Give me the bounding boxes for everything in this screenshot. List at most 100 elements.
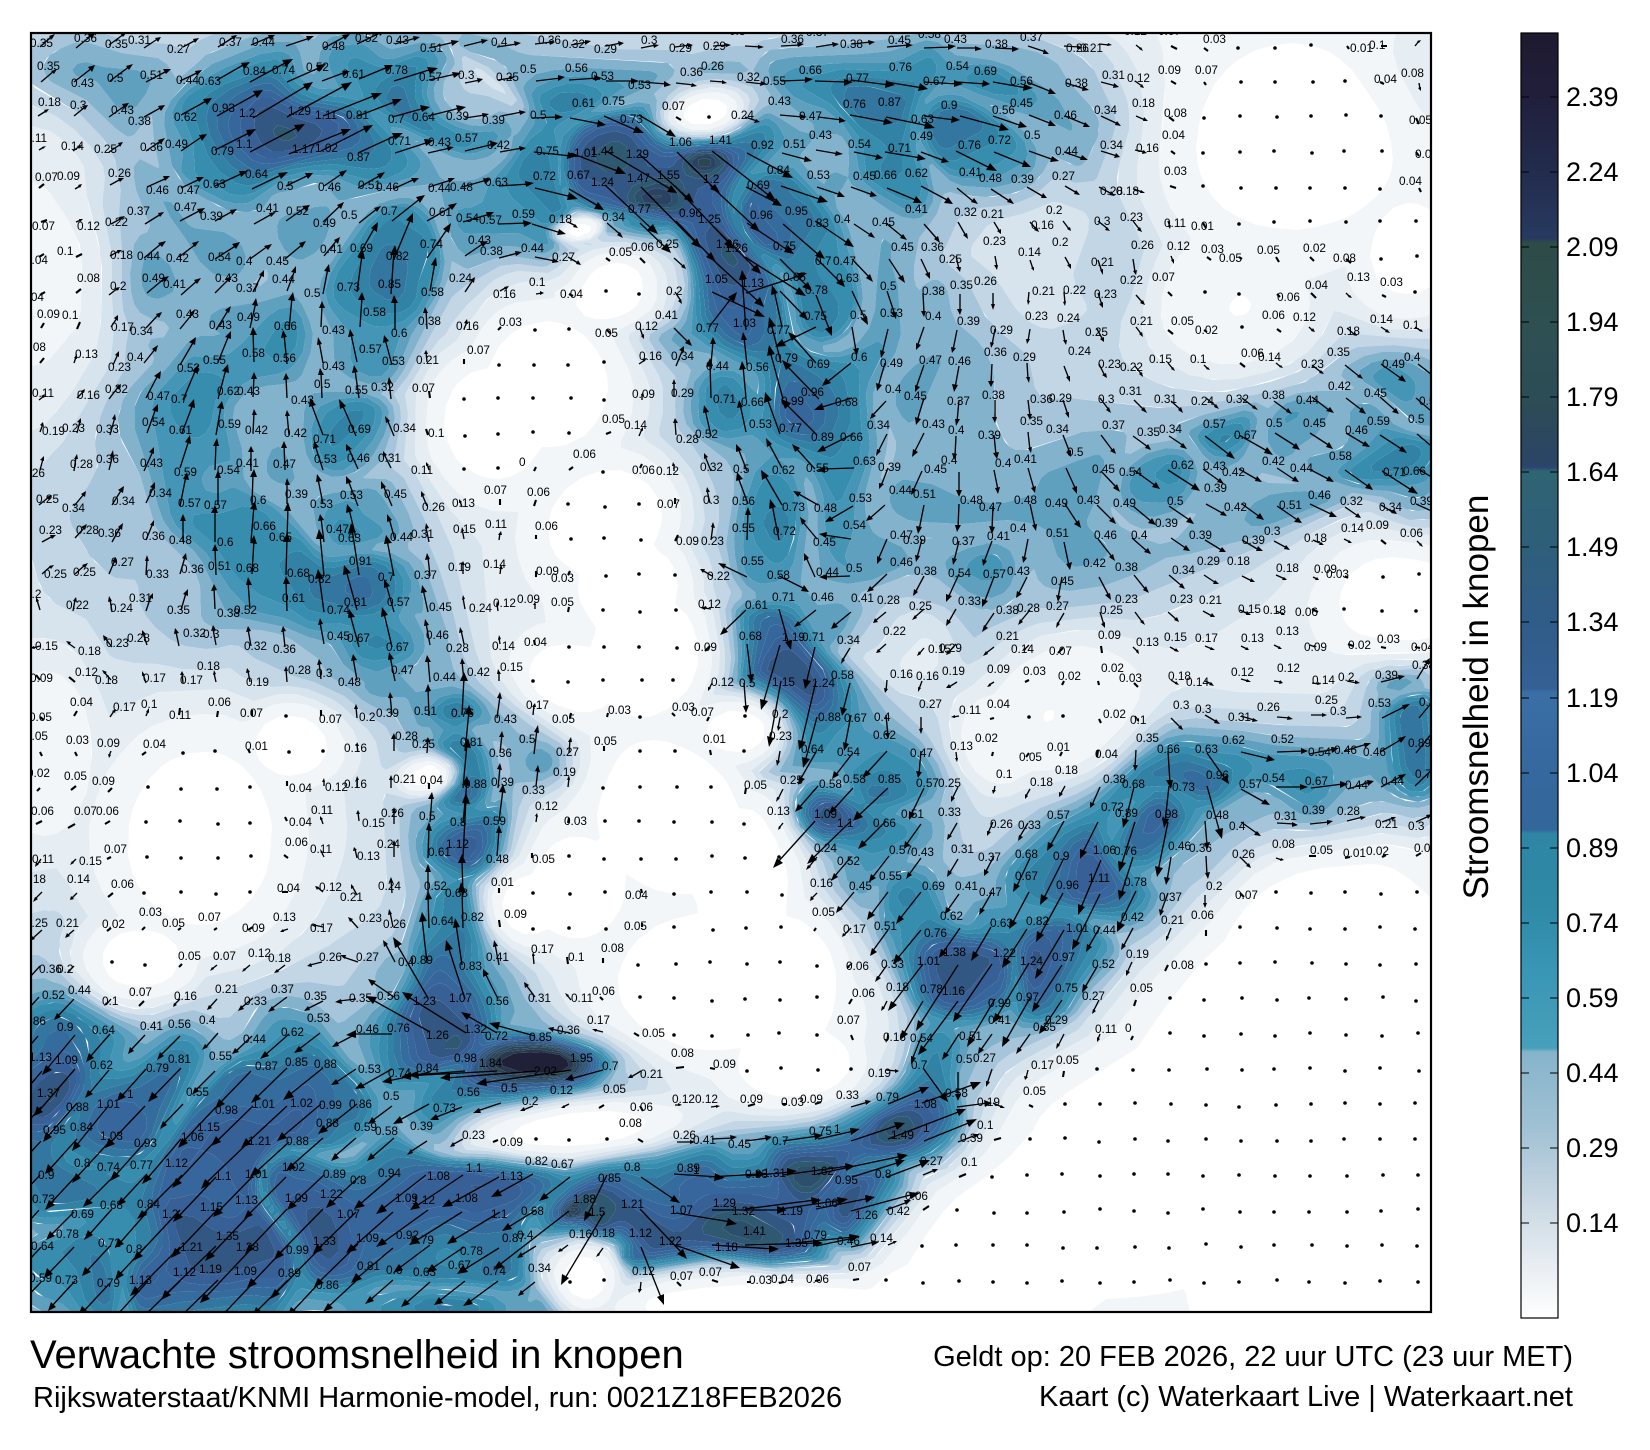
- svg-text:0.56: 0.56: [273, 351, 296, 365]
- svg-text:0.43: 0.43: [428, 135, 451, 149]
- svg-text:0.7: 0.7: [388, 112, 404, 126]
- svg-text:0.54: 0.54: [142, 415, 165, 429]
- svg-text:0.62: 0.62: [873, 728, 896, 742]
- svg-text:0.75: 0.75: [536, 144, 559, 158]
- svg-text:0.46: 0.46: [837, 1234, 860, 1248]
- svg-text:0.39: 0.39: [376, 706, 399, 720]
- svg-text:1: 1: [127, 1087, 134, 1101]
- svg-text:0.54: 0.54: [1262, 771, 1285, 785]
- svg-text:0.39: 0.39: [1155, 516, 1178, 530]
- svg-text:0.11: 0.11: [1164, 216, 1186, 230]
- svg-text:2.09: 2.09: [1566, 232, 1619, 262]
- svg-text:1.34: 1.34: [1566, 607, 1619, 637]
- svg-text:0.91: 0.91: [349, 554, 372, 568]
- svg-text:0.89: 0.89: [677, 1161, 700, 1175]
- svg-text:0.15: 0.15: [1238, 602, 1261, 616]
- svg-text:1.29: 1.29: [626, 147, 649, 161]
- svg-text:0.31: 0.31: [129, 591, 152, 605]
- svg-text:0.56: 0.56: [457, 1085, 480, 1099]
- svg-text:0.37: 0.37: [952, 534, 975, 548]
- svg-text:0.14: 0.14: [1566, 1208, 1619, 1238]
- svg-text:0.81: 0.81: [460, 735, 483, 749]
- svg-text:0.44: 0.44: [1381, 774, 1404, 788]
- svg-text:0.17: 0.17: [587, 1013, 610, 1027]
- svg-text:0.35: 0.35: [167, 603, 190, 617]
- svg-text:0.71: 0.71: [313, 432, 336, 446]
- svg-text:1.79: 1.79: [1566, 382, 1619, 412]
- svg-text:0.32: 0.32: [1340, 494, 1363, 508]
- svg-text:0.5: 0.5: [850, 308, 867, 322]
- svg-text:0.24: 0.24: [110, 601, 133, 615]
- svg-text:0.19: 0.19: [868, 1066, 891, 1080]
- svg-text:1.08: 1.08: [914, 1097, 937, 1111]
- svg-text:0.54: 0.54: [910, 1031, 933, 1045]
- svg-text:0.68: 0.68: [287, 566, 310, 580]
- svg-text:0.38: 0.38: [1262, 388, 1285, 402]
- svg-text:0.45: 0.45: [853, 169, 876, 183]
- svg-text:1.5: 1.5: [589, 1205, 606, 1219]
- svg-text:0.32: 0.32: [737, 70, 760, 84]
- svg-text:0.05: 0.05: [25, 729, 48, 743]
- svg-text:0.44: 0.44: [1566, 1058, 1619, 1088]
- svg-text:1.02: 1.02: [315, 141, 338, 155]
- svg-text:0.06: 0.06: [535, 519, 558, 533]
- svg-text:0.7: 0.7: [602, 1059, 618, 1073]
- svg-text:0.35: 0.35: [1136, 731, 1159, 745]
- svg-text:0.48: 0.48: [169, 533, 192, 547]
- svg-text:0.25: 0.25: [94, 142, 117, 156]
- svg-text:0.09: 0.09: [987, 662, 1010, 676]
- svg-text:0.89: 0.89: [1115, 806, 1138, 820]
- svg-text:0.35: 0.35: [304, 989, 327, 1003]
- svg-text:0.93: 0.93: [212, 101, 235, 115]
- svg-text:1.19: 1.19: [1566, 683, 1619, 713]
- svg-text:0.39: 0.39: [978, 428, 1001, 442]
- svg-text:0.63: 0.63: [198, 74, 221, 88]
- svg-text:1.18: 1.18: [715, 1240, 738, 1254]
- svg-text:0.54: 0.54: [1119, 465, 1142, 479]
- svg-text:0.03: 0.03: [499, 315, 522, 329]
- svg-text:0.54: 0.54: [946, 59, 969, 73]
- svg-text:0.95: 0.95: [43, 1123, 66, 1137]
- svg-text:2.39: 2.39: [1566, 82, 1619, 112]
- svg-text:0.1: 0.1: [141, 697, 157, 711]
- svg-text:0.11: 0.11: [32, 852, 54, 866]
- svg-text:0.43: 0.43: [768, 94, 791, 108]
- svg-text:0.73: 0.73: [620, 112, 643, 126]
- svg-text:0.62: 0.62: [1171, 458, 1194, 472]
- svg-text:0.8: 0.8: [875, 1167, 892, 1181]
- svg-text:0.55: 0.55: [345, 383, 368, 397]
- svg-text:0.03: 0.03: [1164, 164, 1187, 178]
- svg-text:0.53: 0.53: [807, 168, 830, 182]
- svg-text:0.56: 0.56: [377, 989, 400, 1003]
- svg-text:0.71: 0.71: [772, 590, 795, 604]
- svg-text:0.39: 0.39: [1410, 494, 1433, 508]
- svg-text:0.81: 0.81: [346, 108, 369, 122]
- svg-text:0.16: 0.16: [569, 1227, 592, 1241]
- svg-text:0.72: 0.72: [773, 524, 796, 538]
- svg-text:0.49: 0.49: [1382, 357, 1405, 371]
- svg-text:0.58: 0.58: [1329, 449, 1352, 463]
- svg-text:0.05: 0.05: [642, 1026, 665, 1040]
- svg-text:0.07: 0.07: [74, 804, 97, 818]
- svg-text:0.73: 0.73: [337, 280, 360, 294]
- svg-text:0.18: 0.18: [1304, 531, 1327, 545]
- svg-text:0.5: 0.5: [314, 377, 331, 391]
- svg-text:0.18: 0.18: [886, 980, 909, 994]
- svg-text:0.47: 0.47: [147, 389, 170, 403]
- svg-text:0.96: 0.96: [1056, 878, 1079, 892]
- svg-text:Rijkswaterstaat/KNMI Harmonie-: Rijkswaterstaat/KNMI Harmonie-model, run…: [33, 1382, 842, 1414]
- svg-text:0.06: 0.06: [285, 835, 308, 849]
- svg-text:0.35: 0.35: [37, 59, 60, 73]
- svg-text:0.07: 0.07: [670, 1269, 693, 1283]
- svg-text:0.28: 0.28: [676, 432, 699, 446]
- svg-text:0.63: 0.63: [1195, 742, 1218, 756]
- svg-text:0.09: 0.09: [504, 907, 527, 921]
- svg-text:0.12: 0.12: [695, 1092, 718, 1106]
- svg-text:1.01: 1.01: [1066, 921, 1089, 935]
- svg-text:0.26: 0.26: [974, 274, 997, 288]
- svg-text:0.29: 0.29: [1566, 1133, 1619, 1163]
- svg-text:0.04: 0.04: [70, 695, 93, 709]
- svg-text:1.12: 1.12: [446, 837, 469, 851]
- svg-text:0.22: 0.22: [707, 569, 730, 583]
- svg-text:0.29: 0.29: [1049, 391, 1072, 405]
